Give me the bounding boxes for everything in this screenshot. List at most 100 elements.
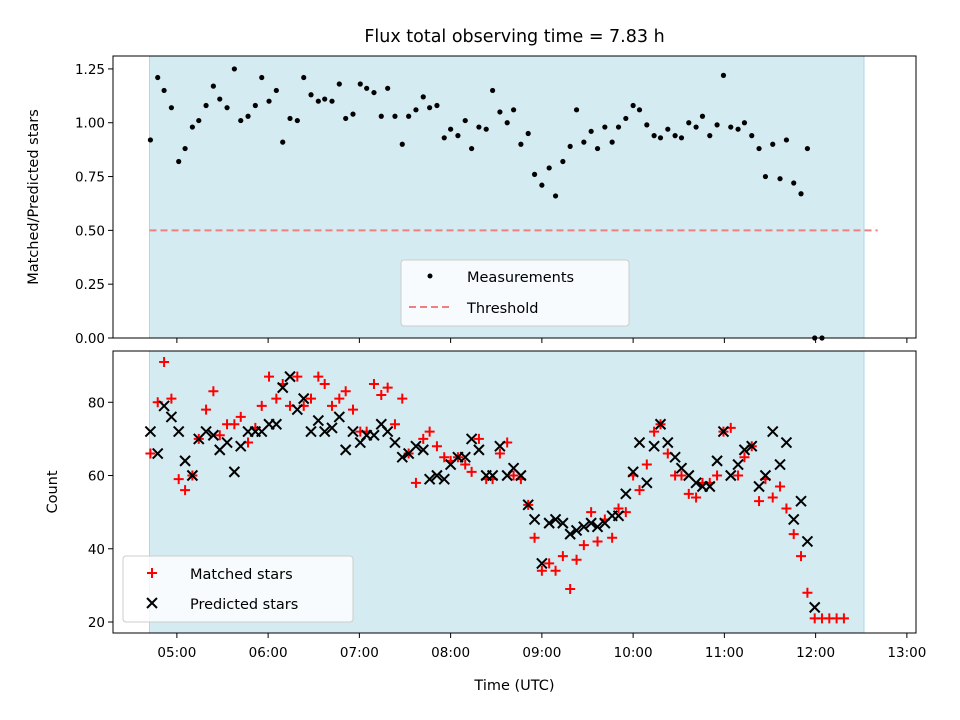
measurement-point [518, 141, 524, 147]
bottom-y-ticks: 20 40 60 80 [88, 395, 113, 631]
predicted-star-point [431, 469, 443, 482]
predicted-star-point [298, 392, 310, 405]
predicted-star-point [528, 513, 541, 526]
matched-star-point [256, 400, 267, 411]
matched-star-point [796, 551, 807, 562]
predicted-star-point [172, 425, 185, 438]
matched-star-point [641, 459, 652, 470]
measurement-point [322, 96, 328, 102]
matched-star-point [319, 378, 330, 389]
measurement-point [693, 124, 699, 130]
bottom-axes-frame [112, 350, 917, 634]
measurement-point [203, 102, 209, 109]
matched-star-point [235, 411, 246, 422]
matched-star-point [557, 551, 568, 562]
measurement-point [315, 98, 321, 104]
matched-star-point [418, 433, 429, 444]
measurement-point [546, 165, 552, 171]
predicted-star-point [536, 557, 548, 570]
predicted-star-point [662, 436, 674, 449]
predicted-star-point [633, 436, 646, 449]
measurement-point [483, 126, 489, 132]
matched-star-point [389, 419, 400, 430]
predicted-star-point [704, 480, 716, 493]
predicted-star-point [711, 455, 723, 467]
predicted-star-point [165, 411, 178, 423]
measurement-point [280, 139, 286, 145]
measurement-point [182, 145, 188, 152]
x-tick-label: 13:00 [887, 645, 926, 661]
legend-label-matched: Matched stars [190, 567, 293, 583]
top-axes-frame [112, 55, 917, 339]
predicted-star-point [473, 444, 485, 456]
predicted-star-point [725, 469, 737, 482]
matched-star-point [271, 393, 282, 404]
matched-star-point [368, 378, 379, 389]
predicted-star-point [641, 477, 653, 489]
measurement-point [231, 66, 237, 72]
measurement-point [469, 145, 475, 152]
measurement-point [301, 74, 307, 81]
matched-star-point [376, 389, 387, 400]
x-tick-label: 11:00 [705, 645, 744, 661]
predicted-star-point [717, 425, 730, 438]
matched-star-point [529, 532, 540, 543]
predicted-star-point [270, 418, 283, 430]
predicted-star-point [368, 429, 380, 441]
matched-star-point [494, 448, 505, 459]
matched-star-point [424, 426, 435, 437]
predicted-star-point [381, 425, 394, 438]
matched-star-point [592, 536, 603, 547]
measurement-point [686, 120, 692, 126]
measurement-point [238, 117, 244, 124]
measurement-point [672, 133, 678, 139]
matched-star-point [712, 470, 723, 481]
measurement-point [770, 141, 776, 147]
measurement-point [427, 105, 433, 111]
measurement-point [462, 117, 468, 124]
measurement-point [552, 193, 559, 199]
measurement-point [741, 120, 748, 126]
legend-x-marker [146, 597, 158, 609]
matched-star-point [397, 393, 408, 404]
predicted-star-point [654, 418, 667, 430]
matched-star-point [180, 485, 191, 496]
predicted-star-point [557, 517, 569, 529]
predicted-star-point [753, 480, 765, 493]
predicted-star-point [795, 495, 807, 507]
measurement-point [329, 98, 335, 104]
matched-star-point [508, 470, 519, 481]
top-panel: 0.00 0.25 0.50 0.75 1.00 1.25 Flux total obse… [26, 27, 917, 347]
legend-x-glyph [146, 597, 158, 609]
matched-star-point [201, 404, 212, 415]
measurement-point [420, 94, 426, 100]
predicted-star-point [627, 466, 639, 478]
measurement-point [210, 83, 216, 89]
bottom-legend: Matched stars Predicted stars [122, 555, 354, 623]
y-tick-label: 1.00 [75, 116, 105, 132]
x-tick-label: 06:00 [249, 645, 288, 661]
measurement-point [777, 176, 783, 182]
predicted-star-point [326, 422, 338, 434]
matched-star-point [460, 459, 471, 470]
predicted-star-point [152, 447, 164, 460]
predicted-star-point [486, 469, 499, 482]
matched-star-point [571, 554, 582, 565]
measurement-point [573, 107, 580, 113]
x-tick-label: 09:00 [522, 645, 561, 661]
legend-dot-marker [427, 273, 433, 279]
measurement-point [308, 92, 314, 98]
measurement-point [161, 87, 167, 94]
predicted-star-point [732, 458, 744, 471]
measurement-point [699, 113, 706, 119]
predicted-star-point [347, 425, 359, 438]
measurement-points [147, 66, 825, 341]
measurement-point [609, 139, 615, 145]
predicted-star-point [543, 517, 555, 529]
measurement-point [630, 102, 636, 109]
measurement-point [644, 122, 650, 128]
measurement-point [476, 124, 482, 130]
predicted-star-point [746, 440, 758, 452]
bottom-panel: 20 40 60 80 05:00 06:00 07:00 08:00 09:00 10:00 1… [45, 350, 926, 694]
